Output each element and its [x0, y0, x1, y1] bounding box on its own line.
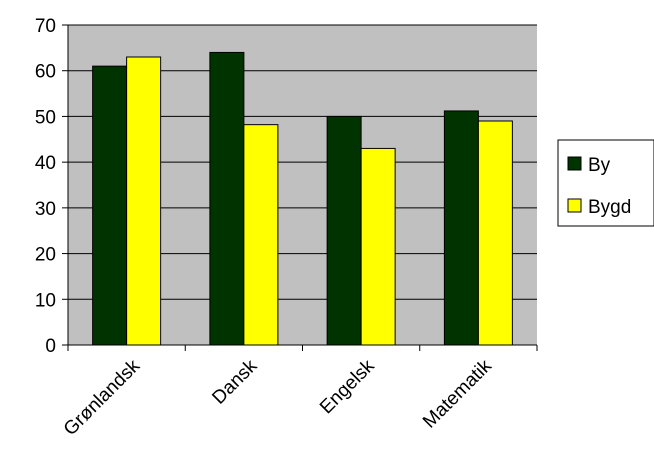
bar-bygd-1: [126, 56, 162, 346]
category-label: Matematik: [419, 355, 496, 432]
y-tick-label: 0: [45, 336, 56, 357]
y-tick-label: 10: [35, 290, 56, 311]
bars: [92, 51, 513, 346]
y-tick-label: 40: [35, 153, 56, 174]
y-tick-label: 70: [35, 16, 56, 37]
legend-label-by: By: [588, 155, 611, 176]
bar-by-2: [209, 51, 245, 346]
category-label: Engelsk: [316, 355, 379, 418]
category-labels: Grønlandsk Dansk Engelsk Matematik: [60, 355, 496, 440]
y-tick-label: 30: [35, 199, 56, 220]
legend-label-bygd: Bygd: [588, 197, 631, 218]
bar-by-4: [443, 110, 479, 346]
bar-bygd-3: [360, 147, 396, 346]
bar-by-3: [326, 115, 362, 346]
legend: By Bygd: [557, 139, 654, 227]
bar-bygd-4: [477, 120, 513, 346]
x-axis-ticks: [67, 345, 538, 351]
legend-swatch-bygd: [567, 198, 582, 213]
legend-swatch-by: [567, 156, 582, 171]
y-tick-label: 20: [35, 245, 56, 266]
category-label: Dansk: [208, 355, 261, 408]
y-tick-label: 60: [35, 62, 56, 83]
y-axis-ticks: 0 10 20 30 40 50 60 70: [35, 16, 68, 357]
axes: [67, 25, 537, 346]
bar-by-1: [92, 65, 128, 346]
category-label: Grønlandsk: [60, 355, 145, 440]
y-tick-label: 50: [35, 107, 56, 128]
bar-bygd-2: [243, 124, 279, 346]
